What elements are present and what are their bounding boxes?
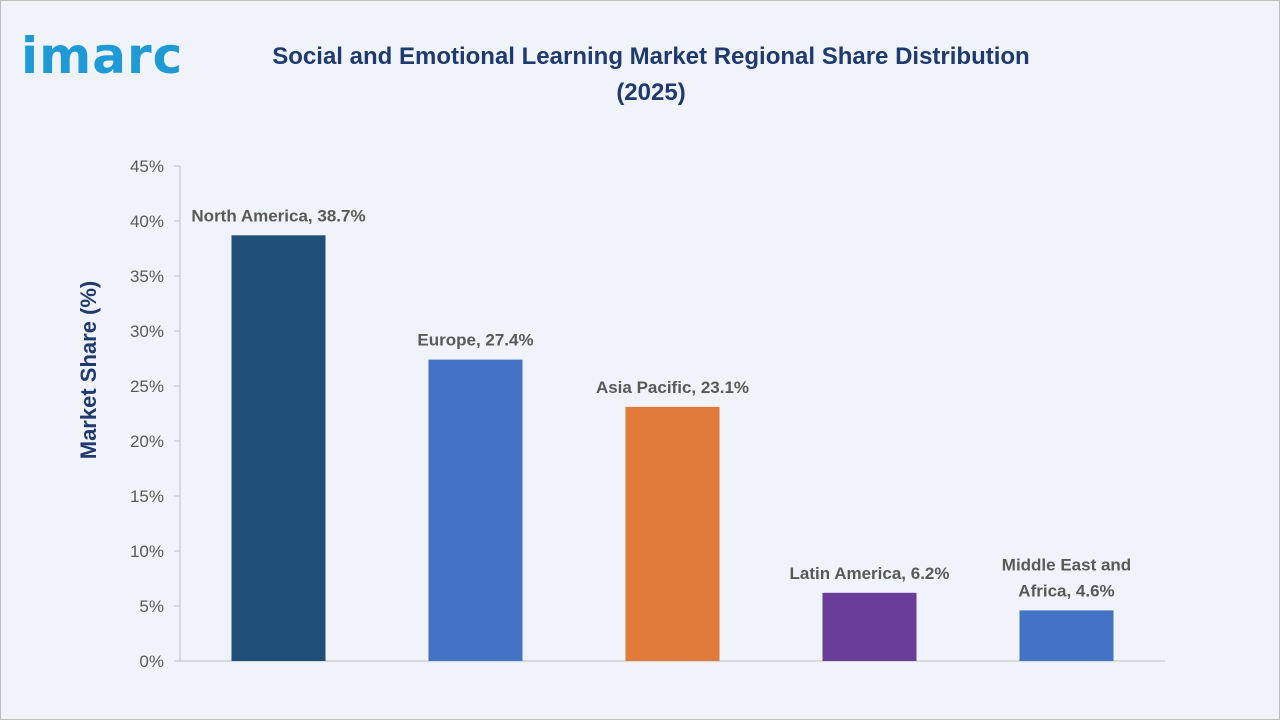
- y-tick-label: 25%: [130, 377, 164, 396]
- data-label: Latin America, 6.2%: [790, 564, 950, 583]
- y-tick-label: 35%: [130, 267, 164, 286]
- imarc-logo: imarc: [21, 27, 184, 85]
- y-tick-label: 20%: [130, 432, 164, 451]
- data-label: Asia Pacific, 23.1%: [596, 378, 749, 397]
- bar-latin-america: [822, 592, 917, 661]
- y-tick-label: 5%: [139, 597, 164, 616]
- bar-middle-east-and-africa: [1019, 610, 1114, 661]
- data-label: Europe, 27.4%: [417, 331, 533, 350]
- y-tick-label: 45%: [130, 157, 164, 176]
- y-axis-label: Market Share (%): [76, 281, 101, 460]
- y-tick-label: 0%: [139, 652, 164, 671]
- bar-north-america: [231, 235, 326, 662]
- data-label: Africa, 4.6%: [1018, 581, 1114, 600]
- bar-europe: [428, 359, 523, 661]
- y-tick-label: 40%: [130, 212, 164, 231]
- y-tick-label: 10%: [130, 542, 164, 561]
- data-label: Middle East and: [1002, 555, 1131, 574]
- data-label: North America, 38.7%: [191, 206, 365, 225]
- bar-asia-pacific: [625, 406, 720, 661]
- y-tick-label: 30%: [130, 322, 164, 341]
- chart-title: Social and Emotional Learning Market Reg…: [272, 43, 1030, 106]
- y-tick-label: 15%: [130, 487, 164, 506]
